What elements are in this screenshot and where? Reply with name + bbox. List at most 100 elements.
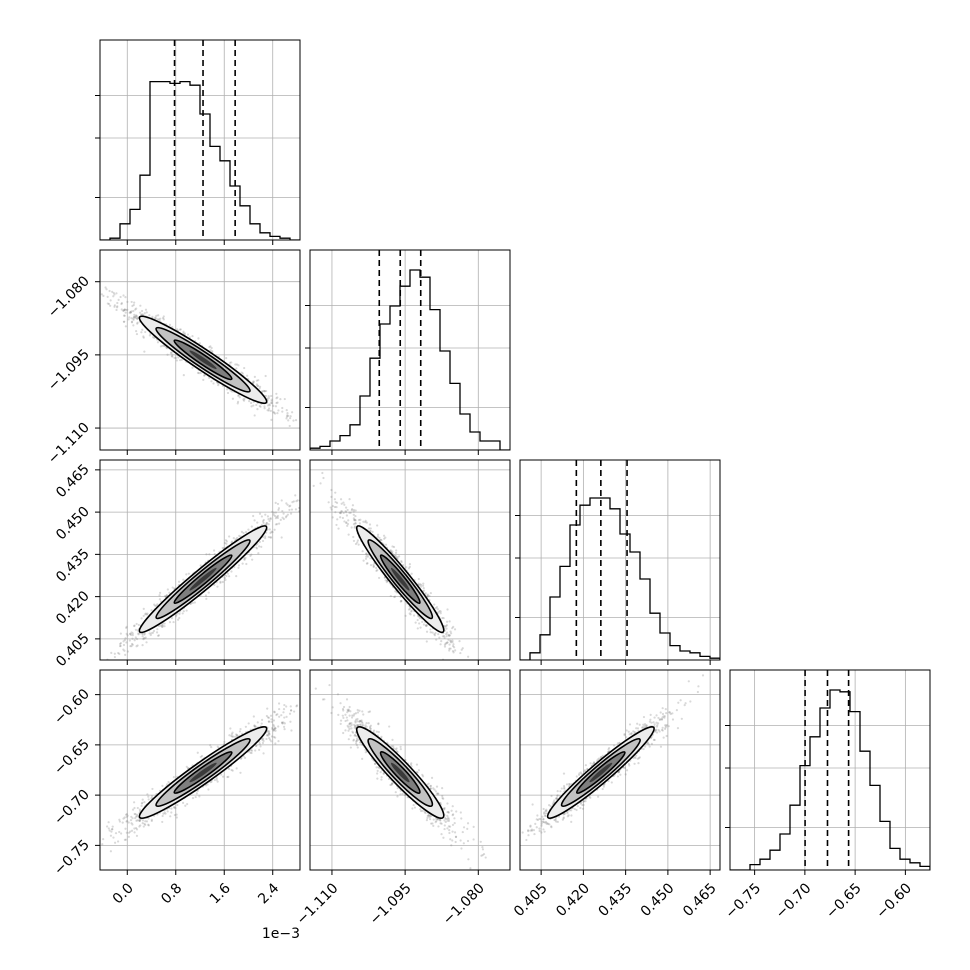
sample-point (400, 599, 403, 603)
sample-point (125, 820, 128, 823)
sample-point (101, 843, 104, 846)
sample-point (338, 511, 341, 514)
sample-point (175, 613, 178, 616)
sample-point (116, 301, 119, 305)
sample-point (281, 722, 284, 725)
sample-point (230, 733, 233, 736)
sample-point (225, 356, 228, 360)
sample-point (159, 317, 162, 320)
sample-point (270, 398, 273, 401)
sample-point (181, 612, 184, 615)
sample-point (451, 645, 455, 648)
sample-point (447, 634, 451, 637)
sample-point (176, 328, 179, 331)
sample-point (136, 644, 139, 647)
sample-point (148, 314, 151, 317)
sample-point (316, 434, 318, 436)
sample-point (270, 740, 273, 743)
sample-point (269, 531, 272, 535)
sample-point (157, 318, 160, 321)
sample-point (368, 523, 372, 526)
sample-point (228, 361, 232, 364)
sample-point (115, 308, 118, 312)
sample-point (145, 613, 149, 616)
sample-point (339, 498, 343, 501)
sample-point (267, 396, 270, 400)
sample-point (169, 815, 172, 818)
sample-point (174, 356, 178, 360)
sample-point (444, 642, 447, 645)
sample-point (255, 379, 258, 382)
histogram-2 (520, 497, 720, 660)
sample-point (281, 516, 284, 519)
sample-point (150, 632, 153, 635)
sample-point (162, 344, 165, 347)
sample-point (109, 850, 112, 853)
sample-point (130, 310, 133, 313)
sample-point (143, 350, 146, 353)
sample-point (311, 481, 313, 483)
sample-point (277, 507, 281, 510)
sample-point (277, 508, 280, 512)
sample-point (124, 311, 127, 314)
sample-point (122, 294, 125, 297)
sample-point (270, 718, 273, 721)
sample-point (88, 672, 90, 674)
sample-point (232, 537, 235, 540)
sample-point (129, 311, 132, 314)
sample-point (357, 518, 361, 522)
sample-point (141, 822, 144, 825)
sample-point (346, 522, 350, 526)
sample-point (266, 716, 270, 719)
sample-point (135, 315, 138, 318)
sample-point (171, 355, 174, 358)
sample-point (166, 783, 169, 786)
sample-point (426, 593, 430, 596)
sample-point (260, 722, 263, 725)
sample-point (177, 618, 180, 621)
sample-point (225, 574, 228, 578)
sample-point (178, 616, 181, 620)
sample-point (372, 563, 375, 566)
sample-point (163, 594, 167, 598)
sample-point (270, 536, 273, 539)
sample-point (276, 412, 279, 415)
sample-point (258, 387, 261, 390)
sample-point (356, 541, 359, 544)
sample-point (289, 709, 293, 712)
sample-point (344, 506, 348, 509)
sample-point (270, 530, 273, 533)
sample-point (255, 546, 258, 549)
sample-point (223, 541, 226, 545)
sample-point (244, 530, 248, 534)
sample-point (448, 634, 451, 637)
sample-point (273, 411, 276, 414)
sample-point (419, 585, 423, 588)
sample-point (345, 521, 348, 525)
sample-point (194, 795, 197, 799)
sample-point (439, 643, 442, 646)
sample-point (266, 409, 269, 412)
sample-point (87, 684, 89, 686)
sample-point (286, 412, 289, 415)
sample-point (208, 553, 211, 556)
sample-point (409, 613, 412, 616)
sample-point (353, 526, 356, 529)
sample-point (247, 528, 250, 531)
sample-point (237, 564, 241, 567)
sample-point (165, 594, 168, 597)
sample-point (267, 409, 270, 412)
sample-point (453, 628, 457, 631)
sample-point (353, 519, 356, 522)
sample-point (136, 321, 139, 324)
sample-point (414, 621, 417, 624)
sample-point (199, 371, 202, 375)
sample-point (339, 516, 342, 519)
sample-point (131, 643, 134, 646)
sample-point (231, 735, 234, 738)
sample-point (132, 309, 135, 313)
sample-point (125, 308, 128, 312)
sample-point (124, 637, 127, 640)
sample-point (447, 633, 450, 636)
sample-point (122, 643, 126, 647)
